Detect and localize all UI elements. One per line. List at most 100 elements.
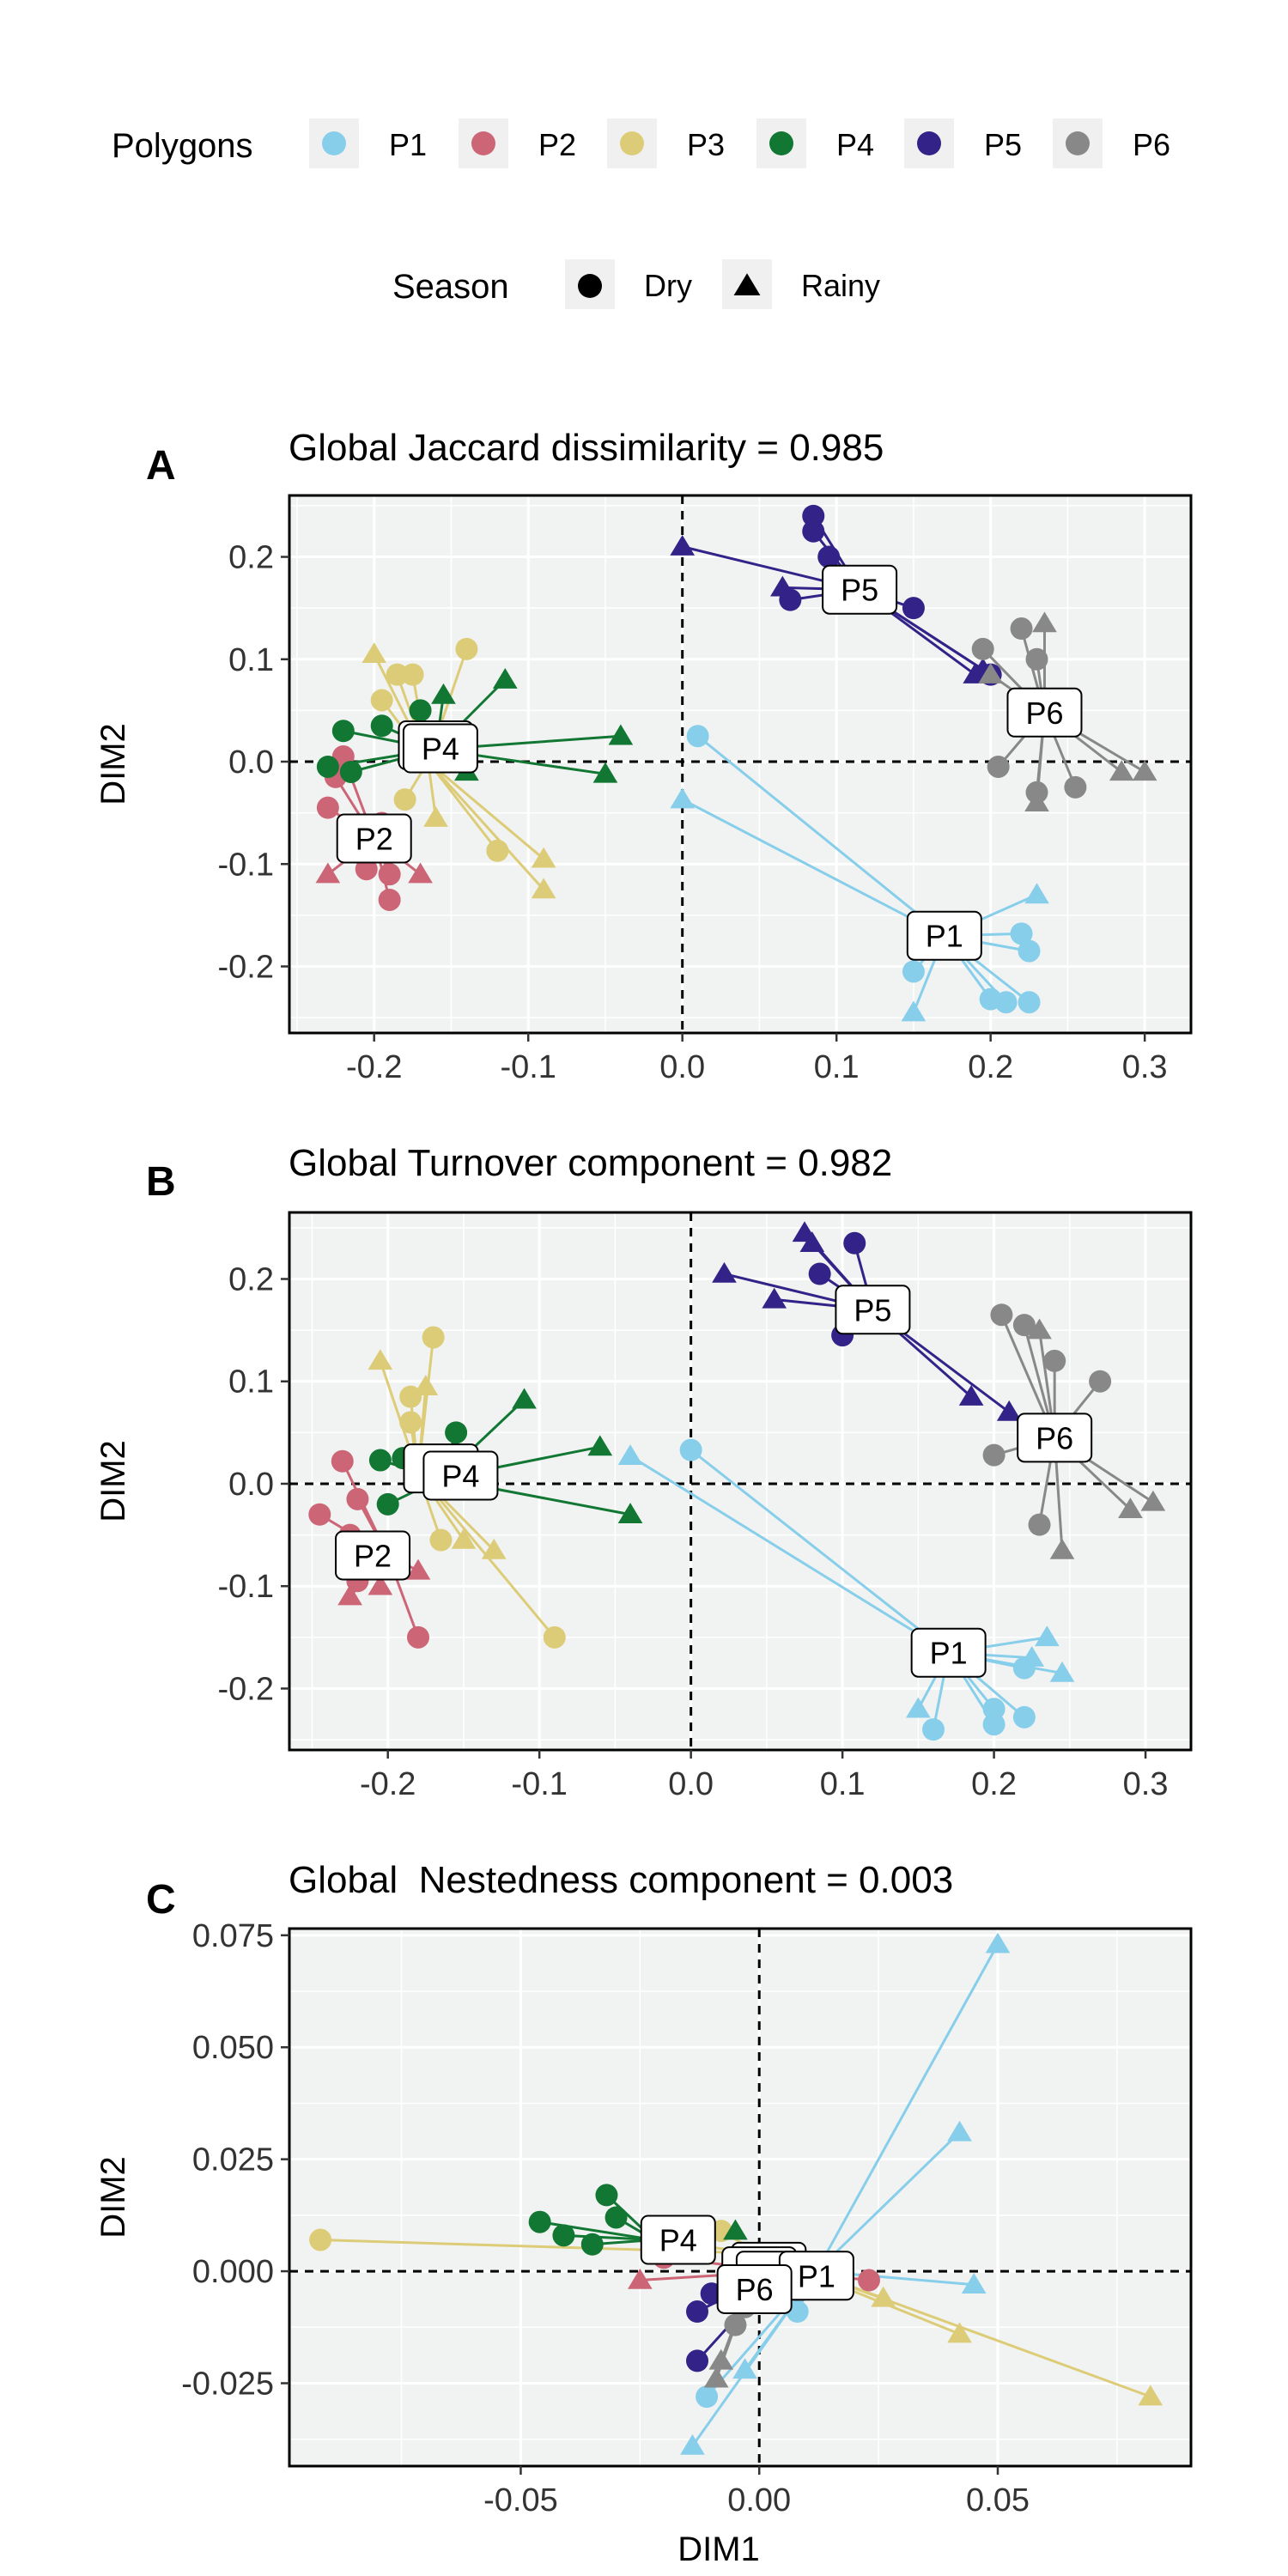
plot-border (288, 1211, 1193, 1752)
centroid-label-text: P6 (1025, 696, 1063, 731)
y-tick-label: 0.1 (228, 642, 274, 678)
centroid-label-p1: P1 (906, 910, 982, 961)
centroid-label-text: P6 (736, 2272, 774, 2307)
point-p1-rainy (947, 2120, 972, 2142)
point-p3-dry (309, 2228, 332, 2251)
y-tick-label: 0.050 (192, 2030, 274, 2066)
point-p6-dry (982, 1443, 1005, 1467)
point-p3-dry (401, 663, 424, 686)
y-tick-label: 0.000 (192, 2254, 274, 2290)
centroid-label-box (422, 1450, 499, 1501)
point-p6-dry (987, 755, 1010, 778)
point-p4-dry (368, 1449, 392, 1472)
data-points (308, 1221, 1166, 1741)
legend-polygon-label: P6 (1133, 127, 1170, 162)
panel-title: Global Turnover component = 0.982 (289, 1142, 892, 1184)
centroid-label-p5: P5 (835, 1285, 911, 1335)
spider-segment-p1 (629, 1455, 950, 1654)
centroid-label-p6: P6 (716, 2263, 793, 2314)
point-p1-dry (982, 1698, 1005, 1721)
legend-polygon-marker-p1 (322, 131, 346, 155)
panel-letter: C (146, 1877, 176, 1923)
spider-segment-p1 (815, 2131, 961, 2273)
point-p5-rainy (762, 1287, 787, 1309)
centroid-label-p2: P2 (335, 1530, 411, 1581)
x-tick-label: -0.05 (483, 2482, 558, 2518)
y-tick-label: 0.1 (228, 1364, 274, 1400)
point-p3-rainy (423, 805, 448, 827)
data-points (315, 504, 1157, 1022)
point-p4-dry (445, 1421, 468, 1444)
y-tick-label: -0.1 (218, 1569, 274, 1605)
point-p4-dry (580, 2233, 604, 2256)
point-p5-rainy (712, 1261, 737, 1283)
point-p4-rainy (608, 724, 634, 745)
legend-polygon-label: P1 (389, 127, 427, 162)
point-p1-dry (982, 1713, 1005, 1736)
x-tick-label: -0.1 (511, 1766, 567, 1802)
spider-segment-p1 (815, 1943, 999, 2272)
point-p5-rainy (958, 1384, 984, 1406)
point-p5-dry (779, 588, 802, 611)
point-p1-dry (979, 987, 1002, 1011)
centroid-label-p5: P5 (822, 564, 898, 615)
centroid-label-p4: P4 (402, 723, 478, 774)
point-p6-dry (1025, 781, 1048, 804)
panels: P5P6P1P3P4P2-0.2-0.10.00.10.20.3-0.2-0.1… (94, 427, 1193, 2568)
point-p3-rainy (871, 2286, 896, 2307)
point-p6-dry (1089, 1370, 1112, 1393)
point-p1-rainy (670, 787, 696, 809)
legend-season-title: Season (392, 268, 509, 306)
plot-background (289, 1929, 1191, 2466)
point-p3-rainy (531, 847, 556, 868)
point-p2-rainy (405, 1558, 431, 1580)
point-p3-rainy (368, 1349, 393, 1370)
point-p3-rainy (481, 1538, 507, 1559)
point-p4-dry (409, 699, 432, 722)
point-p5-dry (686, 2349, 708, 2372)
point-p6-rainy (1027, 1318, 1052, 1340)
point-p6-dry (724, 2313, 747, 2336)
centroid-labels: P4P3P2P5P1P6 (640, 2215, 854, 2314)
legend-polygon-marker-p5 (917, 131, 941, 155)
point-p3-dry (370, 689, 393, 712)
point-p3-dry (455, 637, 478, 660)
panel-a: P5P6P1P3P4P2-0.2-0.10.00.10.20.3-0.2-0.1… (94, 427, 1193, 1085)
centroid-label-text: P5 (841, 573, 878, 608)
y-tick-label: 0.2 (228, 540, 274, 576)
circle-icon (578, 274, 602, 298)
point-p3-rainy (1138, 2385, 1163, 2406)
point-p4-dry (339, 760, 362, 783)
x-tick-label: 0.2 (968, 1049, 1013, 1085)
point-p4-rainy (431, 683, 456, 704)
centroid-label-p6: P6 (1017, 1413, 1093, 1463)
centroid-label-box (822, 564, 898, 615)
point-p4-dry (595, 2184, 618, 2207)
spider-segment-p3 (427, 760, 545, 860)
centroid-label-text: P4 (441, 1458, 479, 1493)
centroid-label-box (336, 813, 412, 864)
point-p6-rainy (1118, 1498, 1143, 1519)
centroid-label-text: P1 (798, 2258, 835, 2293)
point-p2-dry (346, 1487, 369, 1510)
panel-c: P4P3P2P5P1P6-0.050.000.05-0.0250.0000.02… (94, 1859, 1193, 2568)
point-p1-dry (1018, 991, 1041, 1014)
centroid-label-text: P4 (422, 732, 459, 767)
x-tick-label: 0.2 (971, 1766, 1017, 1802)
panel-b: P5P6P1P3P4P2-0.2-0.10.00.10.20.3-0.2-0.1… (94, 1142, 1193, 1802)
point-p1-dry (686, 725, 709, 748)
point-p2-dry (331, 1449, 354, 1473)
point-p2-dry (308, 1503, 331, 1526)
legend-polygon-label: P3 (687, 127, 725, 162)
point-p3-dry (399, 1411, 422, 1434)
centroid-label-text: P1 (930, 1636, 968, 1671)
panel-title: Global Jaccard dissimilarity = 0.985 (289, 427, 884, 469)
y-tick-label: 0.0 (228, 1467, 274, 1503)
legend-polygon-marker-p4 (769, 131, 793, 155)
legend-season-label: Dry (644, 268, 692, 303)
x-tick-label: -0.2 (346, 1049, 402, 1085)
centroid-label-text: P2 (354, 1538, 392, 1573)
spider-segment-p1 (682, 798, 945, 938)
spider-segment-p3 (427, 761, 499, 852)
point-p6-rainy (1109, 760, 1134, 781)
